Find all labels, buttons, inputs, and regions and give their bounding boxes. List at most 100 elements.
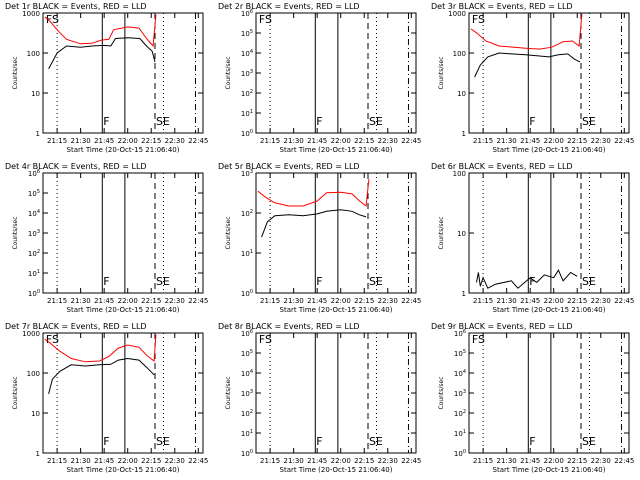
- x-tick-label: 21:30: [284, 457, 304, 465]
- y-tick-label: 100: [28, 289, 40, 298]
- y-tick-label: 101: [454, 429, 466, 438]
- panel-title: Det 3r BLACK = Events, RED = LLD: [431, 2, 573, 11]
- x-tick-label: 21:15: [260, 297, 280, 305]
- x-tick-label: 22:45: [401, 137, 421, 145]
- x-tick-label: 22:30: [165, 137, 185, 145]
- y-axis-label: Counts/sec: [438, 56, 445, 89]
- x-tick-label: 22:00: [118, 137, 138, 145]
- x-tick-label: 21:15: [47, 137, 67, 145]
- x-tick-label: 22:15: [354, 457, 374, 465]
- y-tick-label: 104: [454, 369, 466, 378]
- y-tick-label: 101: [28, 269, 40, 278]
- x-tick-label: 21:15: [260, 137, 280, 145]
- x-tick-label: 22:00: [544, 137, 564, 145]
- y-tick-label: 100: [241, 449, 253, 458]
- x-tick-label: 22:30: [378, 457, 398, 465]
- events-rate-line: [48, 357, 155, 395]
- y-tick-label: 102: [241, 89, 253, 98]
- x-tick-label: 22:00: [118, 297, 138, 305]
- x-tick-label: 21:45: [307, 137, 327, 145]
- x-tick-label: 22:00: [331, 457, 351, 465]
- panel-title: Det 8r BLACK = Events, RED = LLD: [218, 322, 360, 331]
- plot-frame: [255, 332, 417, 454]
- event-marker-label: SE: [369, 275, 383, 288]
- x-tick-label: 22:00: [331, 137, 351, 145]
- y-tick-label: 10: [31, 410, 40, 418]
- x-tick-label: 22:30: [591, 137, 611, 145]
- y-axis-label: Counts/sec: [225, 56, 232, 89]
- x-axis-label: Start Time (20-Oct-15 21:06:40): [67, 466, 180, 474]
- x-tick-label: 21:30: [71, 297, 91, 305]
- lld-rate-line: [44, 14, 157, 48]
- x-tick-label: 21:30: [284, 297, 304, 305]
- event-marker-label: F: [316, 275, 322, 288]
- y-axis-label: Counts/sec: [12, 56, 19, 89]
- y-tick-label: 105: [241, 29, 253, 38]
- event-marker-label: SE: [369, 435, 383, 448]
- event-marker-label: F: [103, 115, 109, 128]
- x-tick-label: 22:45: [614, 457, 634, 465]
- panel-title: Det 4r BLACK = Events, RED = LLD: [5, 162, 147, 171]
- event-marker-label: SE: [156, 435, 170, 448]
- lld-rate-line: [257, 179, 370, 207]
- x-tick-label: 21:15: [47, 297, 67, 305]
- y-axis-label: Counts/sec: [438, 376, 445, 409]
- y-tick-label: 105: [241, 349, 253, 358]
- x-tick-label: 21:30: [284, 137, 304, 145]
- plot-frame: [468, 172, 630, 294]
- x-axis-label: Start Time (20-Oct-15 21:06:40): [67, 146, 180, 154]
- x-axis-label: Start Time (20-Oct-15 21:06:40): [493, 466, 606, 474]
- x-tick-label: 22:30: [165, 457, 185, 465]
- y-tick-label: 106: [241, 9, 253, 18]
- event-marker-label: F: [529, 435, 535, 448]
- x-tick-label: 21:30: [497, 137, 517, 145]
- x-tick-label: 22:15: [567, 137, 587, 145]
- x-tick-label: 22:45: [401, 457, 421, 465]
- y-tick-label: 105: [454, 349, 466, 358]
- x-tick-label: 21:15: [473, 297, 493, 305]
- y-tick-label: 100: [241, 289, 253, 298]
- y-tick-label: 103: [241, 169, 253, 178]
- x-tick-label: 21:45: [94, 457, 114, 465]
- plot-frame: [42, 332, 204, 454]
- x-tick-label: 22:30: [378, 297, 398, 305]
- detector-panel: Det 6r BLACK = Events, RED = LLD 1 10 100 21…: [431, 162, 634, 314]
- y-axis-label: Counts/sec: [438, 216, 445, 249]
- y-tick-label: 1: [462, 290, 466, 298]
- x-tick-label: 21:30: [497, 457, 517, 465]
- y-tick-label: 1: [36, 450, 40, 458]
- y-tick-label: 100: [453, 170, 466, 178]
- x-tick-label: 22:45: [188, 297, 208, 305]
- y-tick-label: 1: [36, 130, 40, 138]
- panel-title: Det 5r BLACK = Events, RED = LLD: [218, 162, 360, 171]
- x-tick-label: 21:45: [94, 297, 114, 305]
- event-marker-label: SE: [156, 115, 170, 128]
- detector-panel: Det 2r BLACK = Events, RED = LLD 100 101 10…: [218, 2, 421, 154]
- x-tick-label: 22:30: [591, 297, 611, 305]
- event-marker-label: FS: [46, 333, 59, 346]
- x-tick-label: 21:45: [520, 137, 540, 145]
- x-tick-label: 21:45: [520, 297, 540, 305]
- event-marker-label: FS: [472, 333, 485, 346]
- events-rate-line: [476, 269, 578, 289]
- y-tick-label: 103: [241, 69, 253, 78]
- x-tick-label: 21:45: [307, 457, 327, 465]
- detector-panel: Det 4r BLACK = Events, RED = LLD 100 101 10…: [5, 162, 208, 314]
- detector-panel: Det 5r BLACK = Events, RED = LLD 100 101 10…: [218, 162, 421, 314]
- x-tick-label: 22:30: [165, 297, 185, 305]
- x-tick-label: 22:15: [567, 297, 587, 305]
- panel-title: Det 1r BLACK = Events, RED = LLD: [5, 2, 147, 11]
- event-marker-label: F: [316, 115, 322, 128]
- detector-panel: Det 7r BLACK = Events, RED = LLD 1 10 100 10…: [5, 322, 208, 474]
- x-tick-label: 22:15: [567, 457, 587, 465]
- x-tick-label: 21:45: [520, 457, 540, 465]
- x-tick-label: 22:00: [544, 297, 564, 305]
- x-tick-label: 22:00: [331, 297, 351, 305]
- y-axis-label: Counts/sec: [12, 376, 19, 409]
- x-tick-label: 22:15: [354, 137, 374, 145]
- plot-frame: [468, 332, 630, 454]
- panel-title: Det 9r BLACK = Events, RED = LLD: [431, 322, 573, 331]
- event-marker-label: SE: [156, 275, 170, 288]
- y-tick-label: 100: [27, 50, 40, 58]
- x-tick-label: 21:45: [307, 297, 327, 305]
